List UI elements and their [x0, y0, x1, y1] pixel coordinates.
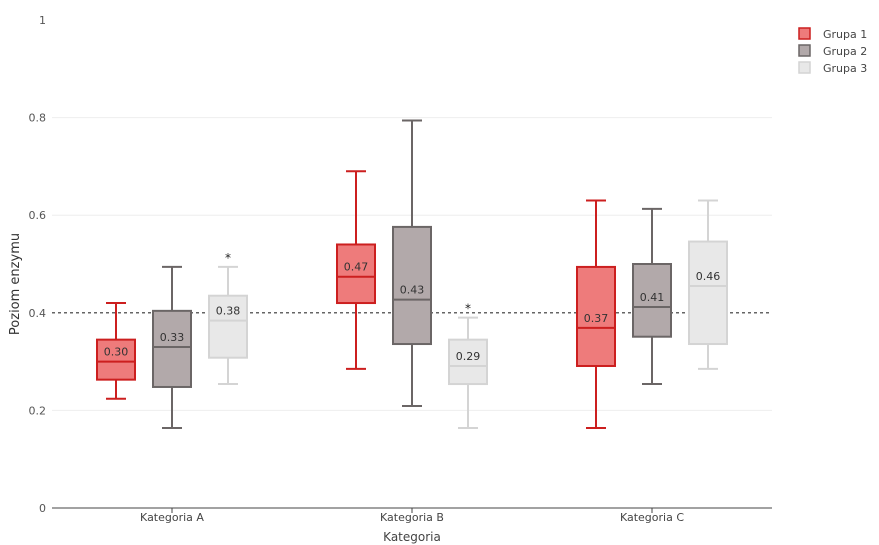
legend-label-3: Grupa 3	[823, 62, 867, 75]
y-tick-label: 0.2	[29, 404, 47, 417]
y-axis-title: Poziom enzymu	[8, 233, 23, 335]
box-2-1-median-label: 0.47	[344, 261, 369, 274]
y-tick-label: 0.6	[29, 209, 47, 222]
box-1-3-significance-star: *	[225, 251, 231, 265]
x-tick-label: Kategoria C	[620, 511, 684, 524]
y-tick-label: 0.8	[29, 112, 47, 125]
x-axis-title: Kategoria	[383, 530, 441, 544]
box-2-3-box	[448, 338, 488, 386]
x-tick-label: Kategoria A	[140, 511, 204, 524]
legend-swatch-2	[798, 44, 811, 57]
x-tick-label: Kategoria B	[380, 511, 444, 524]
box-2-2-median-label: 0.43	[400, 284, 425, 297]
box-1-2-median-label: 0.33	[160, 331, 185, 344]
box-3-3-box	[688, 240, 728, 346]
box-1-1-median-label: 0.30	[104, 346, 129, 359]
y-tick-label: 0.4	[29, 307, 47, 320]
box-2-3-significance-star: *	[465, 302, 471, 316]
box-2-3-median-label: 0.29	[456, 350, 481, 363]
y-tick-label: 1	[39, 14, 46, 27]
box-3-2-median-label: 0.41	[640, 291, 665, 304]
box-2-2-box	[392, 225, 432, 346]
legend-swatch-3	[798, 61, 811, 74]
box-3-1-box	[576, 265, 616, 367]
box-3-1-median-label: 0.37	[584, 312, 609, 325]
box-1-2-box	[152, 309, 192, 388]
box-1-1-box	[96, 338, 136, 381]
box-1-3-box	[208, 294, 248, 359]
legend-label-1: Grupa 1	[823, 28, 867, 41]
box-3-3-median-label: 0.46	[696, 270, 721, 283]
y-tick-label: 0	[39, 502, 46, 515]
legend-swatch-1	[798, 27, 811, 40]
box-1-3-median-label: 0.38	[216, 305, 241, 318]
box-3-2-box	[632, 263, 672, 338]
box-2-1-box	[336, 243, 376, 305]
legend-label-2: Grupa 2	[823, 45, 867, 58]
